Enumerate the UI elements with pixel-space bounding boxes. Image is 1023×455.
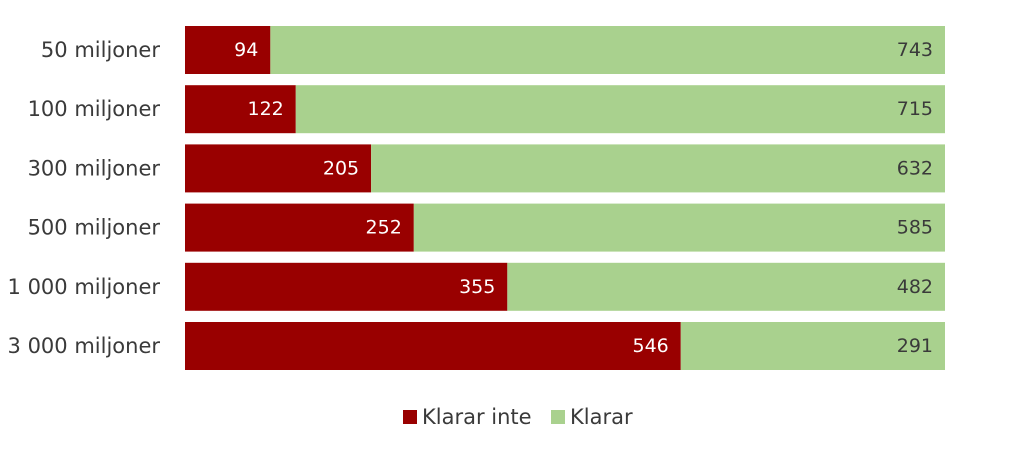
value-label-klarar: 585 <box>897 217 933 239</box>
bar-klarar-inte <box>185 26 271 74</box>
value-label-klarar-inte: 546 <box>633 335 669 357</box>
legend-swatch <box>551 410 565 424</box>
bar-klarar-inte <box>185 262 508 311</box>
category-label: 300 miljoner <box>28 156 161 180</box>
bar-klarar <box>507 262 945 311</box>
value-label-klarar: 715 <box>897 98 933 120</box>
value-label-klarar-inte: 94 <box>234 39 258 61</box>
legend-label: Klarar inte <box>422 405 532 429</box>
bar-klarar-inte <box>185 203 414 252</box>
category-label: 50 miljoner <box>41 38 160 62</box>
bar-klarar-inte <box>185 144 372 193</box>
value-label-klarar: 291 <box>897 335 933 357</box>
category-label: 100 miljoner <box>28 97 161 121</box>
value-label-klarar-inte: 252 <box>366 217 402 239</box>
bar-klarar <box>371 144 945 193</box>
bar-klarar-inte <box>185 85 296 134</box>
legend-label: Klarar <box>570 405 633 429</box>
bar-klarar <box>413 203 945 252</box>
value-label-klarar-inte: 122 <box>248 98 284 120</box>
labels-layer: 50 miljoner 94 743 100 miljoner 122 715 300 mi… <box>8 38 933 358</box>
bars-layer <box>185 26 946 370</box>
bar-klarar <box>295 85 945 134</box>
value-label-klarar-inte: 355 <box>459 276 495 298</box>
category-label: 500 miljoner <box>28 216 161 240</box>
legend: Klarar inte Klarar <box>403 405 633 429</box>
value-label-klarar: 743 <box>897 39 933 61</box>
value-label-klarar: 482 <box>897 276 933 298</box>
value-label-klarar: 632 <box>897 157 933 179</box>
category-label: 3 000 miljoner <box>8 334 161 358</box>
bar-klarar <box>680 322 945 370</box>
value-label-klarar-inte: 205 <box>323 157 359 179</box>
legend-swatch <box>403 410 417 424</box>
category-label: 1 000 miljoner <box>8 275 161 299</box>
bar-klarar-inte <box>185 322 681 370</box>
bar-klarar <box>270 26 946 74</box>
